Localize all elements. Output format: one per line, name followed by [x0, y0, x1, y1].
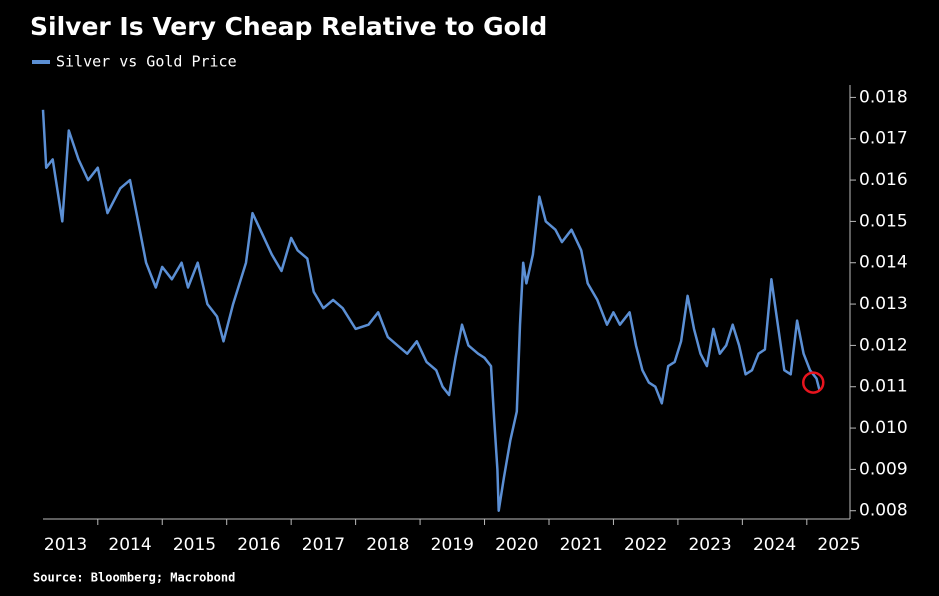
x-tick-label: 2020 — [495, 535, 538, 555]
y-tick-label: 0.018 — [859, 87, 908, 107]
chart-title: Silver Is Very Cheap Relative to Gold — [30, 12, 547, 41]
y-tick-label: 0.011 — [859, 377, 908, 397]
x-tick-label: 2024 — [753, 535, 796, 555]
x-tick-label: 2023 — [688, 535, 731, 555]
y-tick-label: 0.008 — [859, 501, 908, 521]
y-tick-label: 0.016 — [859, 170, 908, 190]
x-tick-label: 2014 — [108, 535, 151, 555]
y-tick-label: 0.014 — [859, 253, 908, 273]
y-tick-label: 0.012 — [859, 335, 908, 355]
legend-label: Silver vs Gold Price — [56, 53, 237, 71]
highlight-circle — [802, 371, 825, 394]
x-tick-label: 2016 — [237, 535, 280, 555]
x-tick-label: 2022 — [624, 535, 667, 555]
y-tick-label: 0.010 — [859, 418, 908, 438]
source: Source: Bloomberg; Macrobond — [33, 571, 235, 585]
data-line — [41, 109, 821, 512]
y-tick-label: 0.017 — [859, 129, 908, 149]
x-tick-label: 2013 — [44, 535, 87, 555]
x-tick-label: 2015 — [173, 535, 216, 555]
x-tick-label: 2018 — [366, 535, 409, 555]
x-tick-label: 2019 — [431, 535, 474, 555]
x-tick-label: 2021 — [560, 535, 603, 555]
y-tick-label: 0.013 — [859, 294, 908, 314]
y-tick-label: 0.015 — [859, 211, 908, 231]
x-tick-label: 2017 — [302, 535, 345, 555]
y-tick-label: 0.009 — [859, 459, 908, 479]
x-tick-label: 2025 — [817, 535, 860, 555]
